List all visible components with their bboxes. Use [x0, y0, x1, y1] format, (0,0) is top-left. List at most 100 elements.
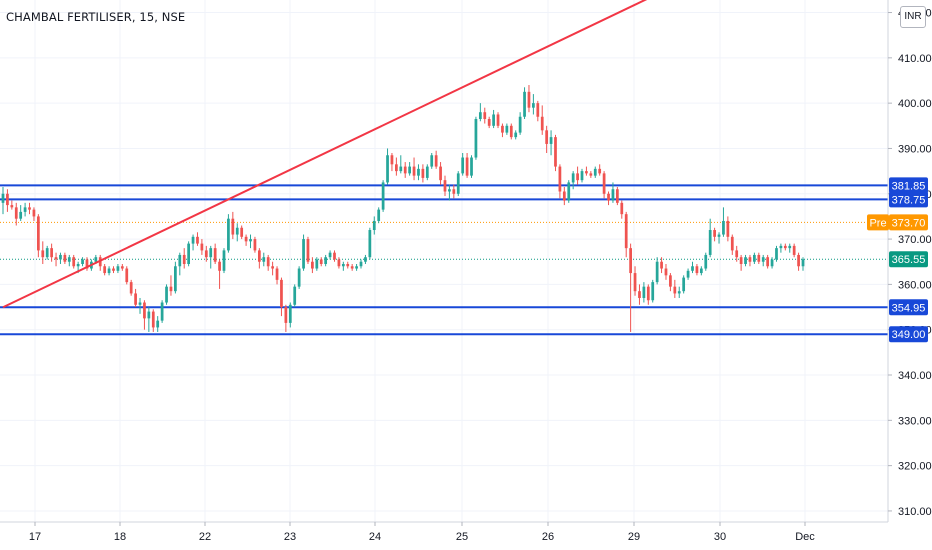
candle-body	[377, 209, 381, 221]
candle-body	[235, 227, 239, 235]
candle-body	[350, 266, 354, 269]
candlestick-series	[1, 85, 805, 332]
level-price-label-box	[889, 326, 928, 343]
candle-body	[501, 125, 504, 133]
candle-body	[532, 103, 535, 108]
level-price-label-text: 349.00	[892, 329, 926, 341]
candle-body	[735, 250, 739, 258]
candle-body	[651, 282, 655, 301]
candle-body	[390, 155, 394, 165]
candle-body	[801, 259, 805, 267]
candle-body	[107, 268, 111, 274]
candle-body	[487, 119, 491, 126]
candle-body	[19, 211, 23, 219]
candle-body	[341, 264, 345, 267]
price-tick-label: 310.00	[898, 506, 932, 518]
candle-body	[425, 166, 429, 178]
candle-body	[439, 166, 442, 181]
trendline-segment[interactable]	[2, 0, 666, 309]
candle-body	[368, 230, 372, 258]
candle-body	[540, 116, 544, 131]
level-price-label-text: 378.75	[892, 194, 926, 206]
candle-body	[147, 311, 151, 319]
candle-body	[222, 250, 226, 271]
candle-body	[346, 264, 350, 267]
candle-body	[602, 173, 606, 194]
candle-body	[567, 182, 571, 201]
candle-body	[76, 264, 80, 267]
currency-button[interactable]: INR	[900, 6, 926, 28]
candle-body	[580, 171, 584, 181]
candle-body	[54, 257, 58, 260]
time-tick-label: 23	[284, 531, 296, 543]
level-price-label-box	[889, 191, 928, 208]
candle-body	[761, 257, 765, 262]
candle-body	[576, 173, 579, 181]
candle-body	[730, 236, 734, 251]
candle-body	[218, 261, 221, 271]
candle-body	[72, 257, 76, 267]
candle-body	[138, 302, 142, 305]
time-tick-label: 25	[456, 531, 468, 543]
candle-body	[695, 266, 699, 274]
candle-body	[306, 239, 310, 262]
candle-body	[249, 239, 252, 242]
candle-body	[156, 320, 160, 328]
candle-body	[744, 257, 747, 264]
trendline[interactable]	[2, 0, 666, 309]
time-tick-label: 24	[369, 531, 381, 543]
level-price-label: 381.85	[889, 177, 928, 194]
candle-body	[527, 91, 531, 108]
candle-body	[28, 207, 31, 210]
candle-body	[94, 257, 98, 262]
candle-body	[739, 257, 743, 264]
candle-body	[509, 125, 513, 138]
level-price-label: 349.00	[889, 326, 928, 343]
candle-body	[319, 259, 323, 264]
candle-body	[151, 311, 155, 328]
candle-body	[386, 155, 389, 183]
candle-body	[134, 293, 137, 305]
candle-body	[607, 193, 610, 201]
time-tick-label: 26	[542, 531, 554, 543]
candle-body	[333, 252, 336, 260]
candle-body	[421, 168, 425, 178]
candle-body	[726, 220, 730, 237]
candle-body	[315, 259, 319, 269]
candle-body	[328, 252, 332, 258]
candle-body	[797, 254, 800, 267]
candle-body	[589, 173, 593, 176]
pre-badge-text: Pre	[869, 217, 886, 229]
candle-body	[337, 259, 341, 267]
level-price-label-box	[889, 299, 928, 316]
candle-body	[266, 257, 270, 267]
time-tick-label: 22	[199, 531, 211, 543]
candle-body	[231, 218, 235, 235]
price-axis[interactable]: 310.00320.00330.00340.00350.00360.00370.…	[887, 0, 932, 550]
candle-body	[293, 286, 297, 305]
candle-body	[125, 268, 129, 283]
candle-body	[708, 230, 712, 255]
price-axis-background	[888, 0, 932, 550]
time-axis[interactable]: 17 18 22 23 24 25 26 29 30 Dec	[0, 521, 888, 550]
candle-body	[165, 286, 168, 303]
candle-body	[280, 279, 283, 308]
candle-body	[434, 155, 438, 167]
candle-body	[182, 254, 186, 264]
price-tick-label: 400.00	[898, 98, 932, 110]
symbol-title: CHAMBAL FERTILISER, 15, NSE	[6, 10, 186, 24]
candle-body	[571, 173, 575, 183]
candle-body	[775, 248, 778, 260]
candle-body	[187, 243, 191, 264]
candle-body	[682, 277, 686, 292]
candle-body	[699, 268, 703, 274]
candle-body	[14, 207, 18, 219]
candle-body	[23, 207, 27, 212]
candle-body	[81, 259, 84, 264]
pre-badge-box	[867, 214, 889, 231]
candle-body	[67, 257, 71, 262]
candle-body	[32, 209, 36, 217]
candle-body	[288, 304, 292, 323]
candle-body	[549, 137, 553, 144]
